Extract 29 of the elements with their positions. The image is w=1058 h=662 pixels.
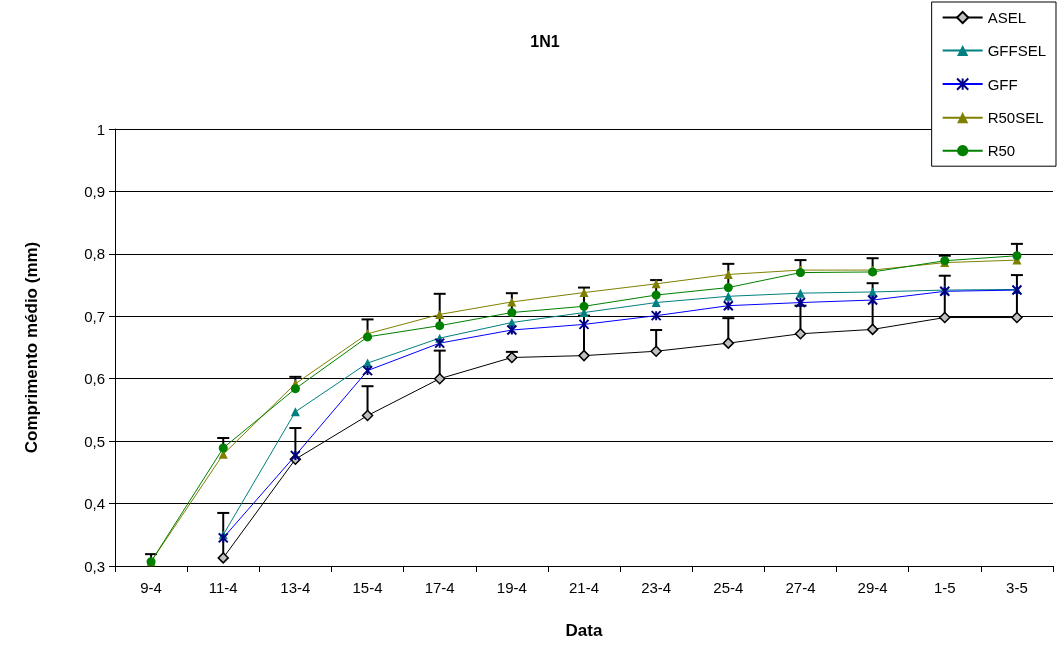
y-tick-label: 0,3 <box>84 557 105 575</box>
x-tick-label: 25-4 <box>713 579 744 596</box>
x-tick-label: 15-4 <box>352 579 383 596</box>
chart-title: 1N1 <box>530 32 560 50</box>
y-tick-label: 0,8 <box>84 245 105 263</box>
x-tick-label: 13-4 <box>280 579 311 596</box>
x-axis-title: Data <box>565 621 603 640</box>
x-tick-label: 21-4 <box>568 579 600 596</box>
x-tick-label: 1-5 <box>933 579 956 596</box>
x-tick-label: 19-4 <box>496 579 527 596</box>
x-tick-label: 17-4 <box>424 579 455 596</box>
y-tick-label: 0,5 <box>84 432 105 450</box>
y-axis-title: Comprimento médio (mm) <box>22 241 41 454</box>
y-tick-label: 0,6 <box>84 370 105 388</box>
y-tick-label: 1 <box>96 120 105 138</box>
legend-label: R50SEL <box>987 109 1044 127</box>
x-tick-label: 3-5 <box>1006 579 1028 596</box>
x-tick-label: 9-4 <box>140 579 162 596</box>
x-tick-label: 27-4 <box>785 579 816 596</box>
x-tick-label: 11-4 <box>208 579 238 596</box>
y-tick-label: 0,7 <box>84 307 105 325</box>
x-tick-label: 23-4 <box>641 579 672 596</box>
legend-label: ASEL <box>987 9 1027 26</box>
legend-label: GFFSEL <box>987 42 1047 59</box>
legend-label: R50 <box>987 142 1016 160</box>
y-tick-label: 0,9 <box>84 182 105 200</box>
x-tick-label: 29-4 <box>857 579 888 596</box>
legend-label: GFF <box>987 75 1018 93</box>
y-tick-label: 0,4 <box>84 495 105 513</box>
